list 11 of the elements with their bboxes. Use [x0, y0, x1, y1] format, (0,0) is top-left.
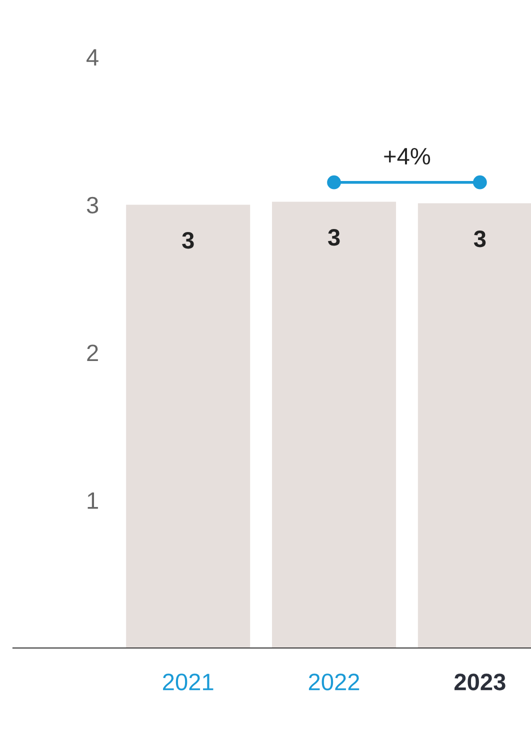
annotation: +4% [384, 148, 430, 165]
y-tick-label: 1 [88, 492, 98, 509]
data-label: 3 [328, 229, 340, 246]
y-tick-label: 4 [86, 49, 98, 66]
x-tick-label: 2022 [308, 674, 360, 690]
x-tick-label: 2023 [454, 674, 506, 690]
x-tick-label: 2021 [163, 674, 214, 690]
y-tick-label: 3 [86, 196, 98, 214]
data-label: 3 [182, 232, 194, 249]
data-label: 3 [474, 230, 486, 248]
y-tick-label: 2 [87, 344, 98, 362]
